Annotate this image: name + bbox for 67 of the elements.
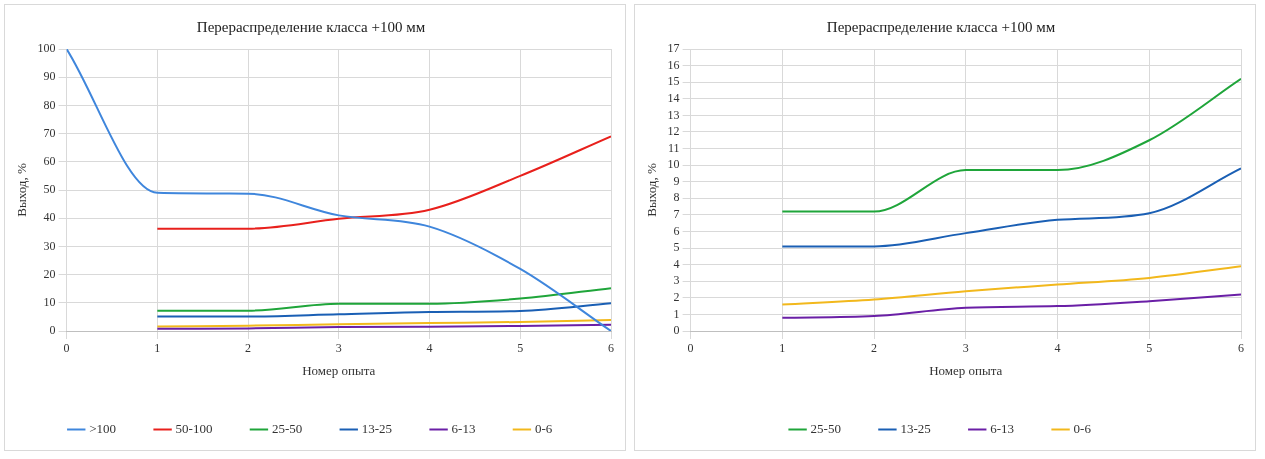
y-tick-label: 80	[43, 97, 56, 112]
y-tick-label: 10	[43, 294, 56, 309]
y-tick-label: 15	[667, 74, 680, 89]
legend-label: 6-13	[451, 420, 476, 436]
y-tick-label: 7	[673, 207, 680, 222]
legend-label: 25-50	[810, 420, 841, 436]
legend-label: 25-50	[271, 420, 303, 436]
y-axis-title: Выход, %	[14, 163, 30, 217]
x-tick-label: 4	[426, 341, 433, 356]
y-tick-label: 0	[673, 323, 680, 338]
line-series	[156, 302, 611, 318]
y-tick-label: 17	[667, 41, 680, 56]
y-tick-label: 3	[673, 273, 680, 288]
y-tick-label: 4	[673, 256, 680, 271]
x-tick-label: 0	[687, 341, 694, 356]
y-tick-label: 16	[667, 57, 680, 72]
legend-label: 6-13	[990, 420, 1015, 436]
line-series	[156, 135, 611, 230]
legend-label: 13-25	[361, 420, 393, 436]
y-tick-label: 11	[668, 140, 680, 155]
chart-title: Перераспределение класса +100 мм	[196, 18, 426, 35]
y-tick-label: 2	[673, 289, 680, 304]
x-tick-label: 0	[63, 341, 70, 356]
y-tick-label: 0	[49, 323, 56, 338]
legend-label: 0-6	[1073, 420, 1092, 436]
legend-label: 13-25	[900, 420, 931, 436]
x-tick-label: 4	[1054, 341, 1061, 356]
y-tick-label: 6	[673, 223, 680, 238]
y-axis-title: Выход, %	[644, 163, 660, 217]
y-tick-label: 50	[43, 182, 56, 197]
x-tick-label: 6	[608, 341, 614, 356]
y-tick-label: 9	[673, 173, 680, 188]
x-tick-label: 2	[245, 341, 252, 356]
y-tick-label: 1	[673, 306, 680, 321]
y-tick-label: 14	[667, 90, 680, 105]
line-series	[156, 319, 611, 328]
x-tick-label: 1	[779, 341, 786, 356]
y-tick-label: 20	[43, 266, 56, 281]
chart-title: Перераспределение класса +100 мм	[826, 18, 1056, 35]
x-tick-label: 6	[1238, 341, 1244, 356]
y-tick-label: 8	[673, 190, 680, 205]
y-tick-label: 30	[43, 238, 56, 253]
y-tick-label: 40	[43, 210, 56, 225]
y-tick-label: 70	[43, 125, 56, 140]
y-tick-label: 5	[673, 240, 680, 255]
line-series	[781, 293, 1241, 319]
x-tick-label: 5	[1146, 341, 1153, 356]
y-tick-label: 13	[667, 107, 680, 122]
y-tick-label: 60	[43, 153, 56, 168]
y-tick-label: 100	[37, 41, 56, 56]
x-axis-title: Номер опыта	[929, 362, 1003, 378]
x-axis-title: Номер опыта	[302, 362, 376, 378]
x-tick-label: 5	[517, 341, 524, 356]
legend-label: >100	[89, 420, 117, 436]
y-tick-label: 10	[667, 157, 680, 172]
x-tick-label: 3	[962, 341, 969, 356]
line-series	[781, 77, 1241, 213]
x-tick-label: 2	[871, 341, 878, 356]
y-tick-label: 90	[43, 69, 56, 84]
line-series	[781, 265, 1241, 306]
x-tick-label: 1	[154, 341, 161, 356]
line-series	[781, 167, 1241, 248]
legend-label: 50-100	[175, 420, 213, 436]
legend-label: 0-6	[534, 420, 553, 436]
line-series	[156, 287, 611, 312]
x-tick-label: 3	[335, 341, 342, 356]
y-tick-label: 12	[667, 124, 680, 139]
